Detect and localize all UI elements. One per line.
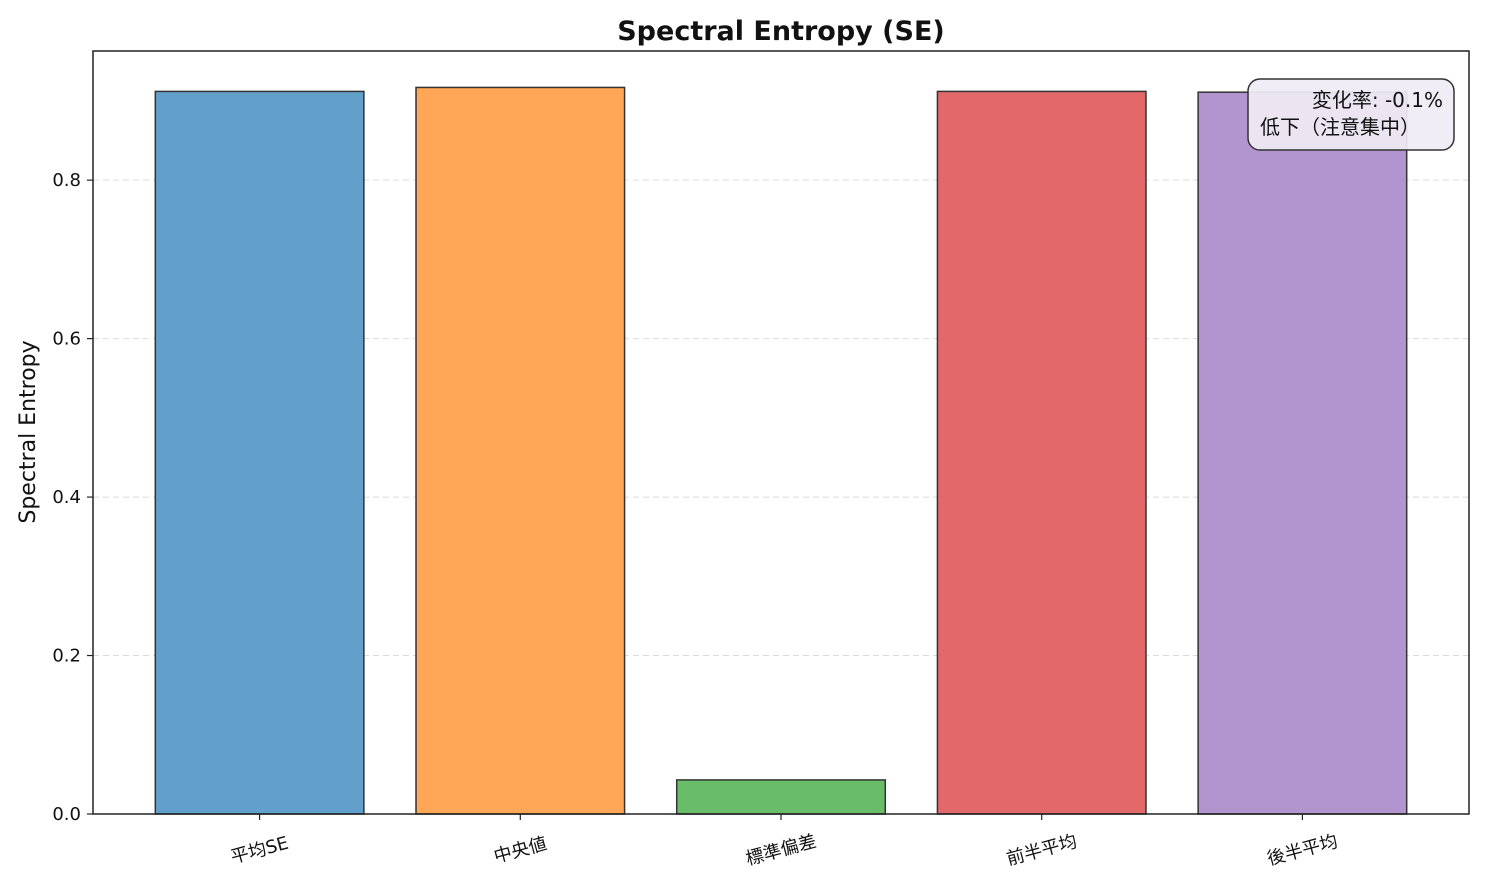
bars <box>154 86 1408 815</box>
change-rate-annotation: 変化率: -0.1% 低下（注意集中） <box>1247 78 1455 151</box>
bar-4 <box>936 90 1147 815</box>
x-tick-label: 前半平均 <box>1004 831 1079 870</box>
y-tick-label: 0.0 <box>52 804 81 825</box>
x-tick-label: 平均SE <box>229 833 291 869</box>
y-axis-label: Spectral Entropy <box>16 340 41 523</box>
annotation-line-2: 低下（注意集中） <box>1260 115 1420 139</box>
y-axis-ticks: 0.0 0.2 0.4 0.6 0.8 <box>52 170 93 825</box>
y-tick-label: 0.4 <box>52 487 81 508</box>
x-tick-label: 中央値 <box>492 833 550 867</box>
y-tick-label: 0.2 <box>52 646 81 667</box>
x-tick-label: 標準偏差 <box>744 831 819 870</box>
bar-1 <box>154 90 365 815</box>
x-axis-ticks: 平均SE 中央値 標準偏差 前半平均 後半平均 <box>229 814 1340 870</box>
bar-2 <box>415 86 626 815</box>
bar-5 <box>1197 91 1408 815</box>
annotation-box <box>1247 78 1455 151</box>
bar-3 <box>675 779 887 815</box>
chart-title: Spectral Entropy (SE) <box>617 16 945 47</box>
annotation-line-1: 変化率: -0.1% <box>1312 88 1443 112</box>
x-tick-label: 後半平均 <box>1265 831 1340 870</box>
y-tick-label: 0.8 <box>52 170 81 191</box>
y-tick-label: 0.6 <box>52 329 81 350</box>
